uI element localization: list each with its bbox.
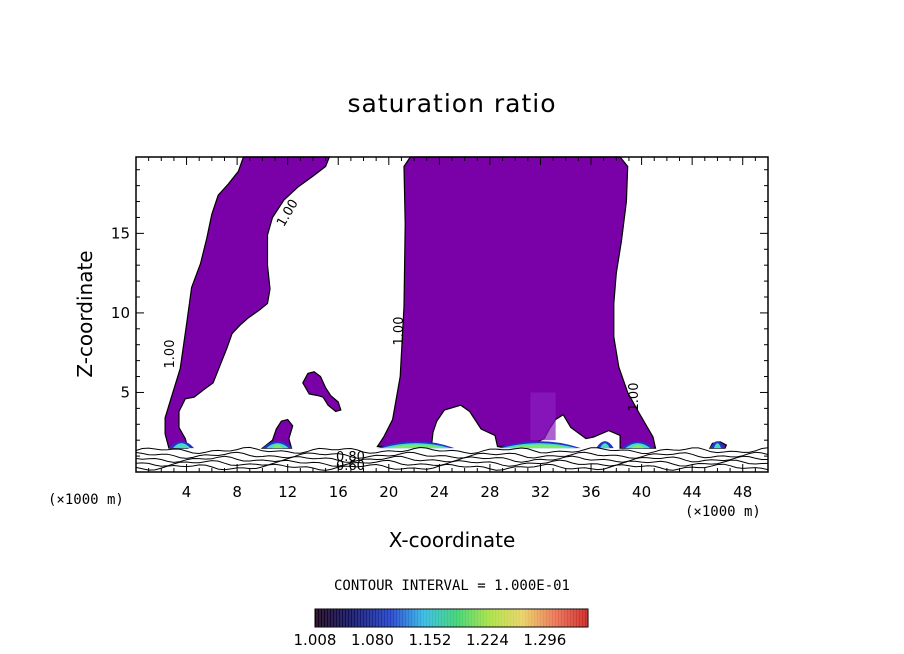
x-tick-label: 36 — [581, 483, 600, 501]
x-tick-label: 40 — [632, 483, 651, 501]
hot-patch-core — [272, 444, 283, 449]
hot-patch-band — [172, 443, 191, 449]
hot-patch-band — [713, 443, 722, 449]
y-tick-label: 15 — [111, 224, 130, 242]
x-axis-label: X-coordinate — [389, 528, 516, 552]
y-axis-label: Z-coordinate — [73, 250, 97, 377]
low-level-contour-lines — [135, 446, 769, 471]
hot-patch-core — [507, 444, 571, 449]
low-contour-line — [135, 451, 769, 459]
x-tick-label: 44 — [683, 483, 702, 501]
colorbar-stripes — [316, 609, 588, 627]
high-saturation-patches — [168, 392, 726, 449]
x-tick-label: 8 — [232, 483, 242, 501]
region-central-plume — [376, 156, 657, 449]
x-tick-label: 28 — [480, 483, 499, 501]
x-tick-label: 32 — [531, 483, 550, 501]
low-contour-line — [135, 459, 769, 467]
streak — [530, 392, 556, 441]
x-tick-label: 16 — [329, 483, 348, 501]
y-tick-label: 5 — [120, 383, 130, 401]
colorbar — [314, 608, 589, 628]
x-tick-label: 12 — [278, 483, 297, 501]
low-contour-line — [135, 463, 769, 471]
contour-label-low-b: 0.60 — [336, 459, 365, 474]
region-small-cloud-b — [302, 371, 342, 413]
hot-patch-core — [387, 444, 445, 449]
colorbar-tick-label: 1.224 — [466, 631, 509, 649]
x-tick-label: 48 — [733, 483, 752, 501]
hot-patch-band — [600, 443, 610, 449]
contour-label-low-a: 0.80 — [336, 450, 365, 465]
low-contour-line — [135, 446, 769, 455]
x-axis-ticks: 4 8 12 16 20 24 28 32 36 40 44 48 — [148, 157, 756, 501]
contour-label-right: 1.00 — [627, 383, 642, 412]
x-tick-label: 20 — [379, 483, 398, 501]
colorbar-tick-label: 1.296 — [523, 631, 566, 649]
region-left-plume — [164, 156, 331, 449]
contour-interval: CONTOUR INTERVAL = 1.000E-01 — [334, 578, 570, 594]
colorbar-tick-label: 1.152 — [408, 631, 451, 649]
x-unit-label-right: (×1000 m) — [685, 504, 761, 520]
x-tick-label: 4 — [182, 483, 192, 501]
hot-patch-core — [631, 444, 645, 449]
y-axis-ticks: 5 10 15 — [111, 169, 768, 457]
contour-label-center: 1.00 — [392, 317, 407, 346]
x-tick-label: 24 — [430, 483, 449, 501]
x-unit-label-left: (×1000 m) — [48, 492, 124, 508]
chart-title: saturation ratio — [347, 89, 556, 118]
colorbar-tick-labels: 1.008 1.080 1.152 1.224 1.296 — [294, 631, 567, 649]
y-tick-label: 10 — [111, 304, 130, 322]
saturation-regions — [164, 156, 728, 449]
colorbar-tick-label: 1.008 — [294, 631, 337, 649]
colorbar-tick-label: 1.080 — [351, 631, 394, 649]
contour-label-left: 1.00 — [163, 340, 178, 369]
